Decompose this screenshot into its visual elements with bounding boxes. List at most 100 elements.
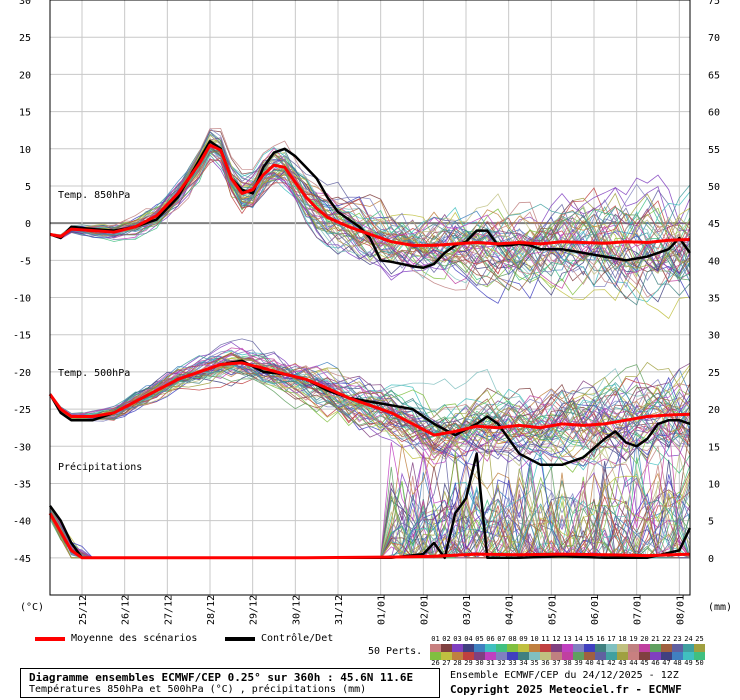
pert-swatch bbox=[452, 644, 463, 652]
legend-mean-swatch bbox=[35, 637, 65, 641]
pert-swatch bbox=[474, 644, 485, 652]
right-tick-label: 0 bbox=[708, 554, 714, 565]
right-tick-label: 75 bbox=[708, 0, 720, 7]
annotation-t850: Temp. 850hPa bbox=[58, 190, 130, 201]
x-tick-label: 28/12 bbox=[206, 595, 217, 625]
left-tick-label: -40 bbox=[13, 517, 31, 528]
legend-control-label: Contrôle/Det bbox=[261, 633, 333, 644]
chart-title: Diagramme ensembles ECMWF/CEP 0.25° sur … bbox=[29, 671, 431, 684]
pert-number: 30 bbox=[474, 660, 485, 667]
right-tick-label: 10 bbox=[708, 479, 720, 490]
pert-number: 12 bbox=[551, 636, 562, 643]
legend-control-swatch bbox=[225, 637, 255, 641]
pert-swatch bbox=[518, 644, 529, 652]
pert-number: 39 bbox=[573, 660, 584, 667]
pert-number: 16 bbox=[595, 636, 606, 643]
copyright: Copyright 2025 Meteociel.fr - ECMWF bbox=[450, 683, 682, 696]
x-tick-label: 06/01 bbox=[590, 595, 601, 625]
ensemble-chart: 302520151050-5-10-15-20-25-30-35-40-45 7… bbox=[0, 0, 740, 630]
pert-number: 04 bbox=[463, 636, 474, 643]
right-tick-label: 50 bbox=[708, 182, 720, 193]
perts-label: 50 Perts. bbox=[368, 646, 422, 657]
left-tick-label: -35 bbox=[13, 479, 31, 490]
pert-number: 37 bbox=[551, 660, 562, 667]
pert-number: 20 bbox=[639, 636, 650, 643]
pert-swatch bbox=[694, 644, 705, 652]
pert-number: 17 bbox=[606, 636, 617, 643]
left-tick-label: 10 bbox=[19, 145, 31, 156]
pert-swatch bbox=[540, 644, 551, 652]
pert-number: 35 bbox=[529, 660, 540, 667]
pert-swatch bbox=[562, 644, 573, 652]
pert-swatch bbox=[485, 644, 496, 652]
legend-control: Contrôle/Det bbox=[225, 633, 333, 644]
x-tick-label: 25/12 bbox=[78, 595, 89, 625]
pert-swatch bbox=[617, 644, 628, 652]
pert-number: 40 bbox=[584, 660, 595, 667]
pert-number: 50 bbox=[694, 660, 705, 667]
pert-swatch bbox=[551, 644, 562, 652]
pert-number: 08 bbox=[507, 636, 518, 643]
pert-number: 28 bbox=[452, 660, 463, 667]
right-tick-label: 30 bbox=[708, 331, 720, 342]
left-tick-label: -25 bbox=[13, 405, 31, 416]
left-tick-label: 5 bbox=[25, 182, 31, 193]
right-tick-label: 40 bbox=[708, 256, 720, 267]
pert-number: 15 bbox=[584, 636, 595, 643]
x-tick-label: 27/12 bbox=[163, 595, 174, 625]
pert-number: 18 bbox=[617, 636, 628, 643]
right-tick-label: 55 bbox=[708, 145, 720, 156]
left-tick-label: 25 bbox=[19, 33, 31, 44]
left-tick-label: -5 bbox=[19, 256, 31, 267]
pert-number: 48 bbox=[672, 660, 683, 667]
pert-number: 33 bbox=[507, 660, 518, 667]
pert-swatch bbox=[661, 644, 672, 652]
left-axis-ticks: 30 25 20 15 10 5 0 -5 -10 -15 -20 -25 -30 -35 -40 -45 bbox=[13, 0, 31, 565]
x-tick-label: 08/01 bbox=[675, 595, 686, 625]
left-tick-label: 15 bbox=[19, 108, 31, 119]
right-tick-label: 45 bbox=[708, 219, 720, 230]
pert-number: 21 bbox=[650, 636, 661, 643]
pert-number: 43 bbox=[617, 660, 628, 667]
chart-subtitle: Températures 850hPa et 500hPa (°C) , pré… bbox=[29, 684, 431, 695]
pert-swatch bbox=[496, 644, 507, 652]
pert-number: 25 bbox=[694, 636, 705, 643]
x-tick-label: 30/12 bbox=[291, 595, 302, 625]
pert-number: 22 bbox=[661, 636, 672, 643]
right-axis-unit: (mm) bbox=[708, 602, 732, 613]
pert-swatch bbox=[606, 644, 617, 652]
pert-swatch bbox=[573, 644, 584, 652]
title-box: Diagramme ensembles ECMWF/CEP 0.25° sur … bbox=[20, 668, 440, 698]
pert-number: 29 bbox=[463, 660, 474, 667]
pert-number: 07 bbox=[496, 636, 507, 643]
pert-swatch bbox=[507, 644, 518, 652]
pert-swatch bbox=[584, 644, 595, 652]
left-tick-label: -20 bbox=[13, 368, 31, 379]
pert-number: 24 bbox=[683, 636, 694, 643]
legend-mean: Moyenne des scénarios bbox=[35, 633, 197, 644]
pert-number: 19 bbox=[628, 636, 639, 643]
right-tick-label: 35 bbox=[708, 294, 720, 305]
pert-swatch bbox=[529, 644, 540, 652]
x-tick-label: 26/12 bbox=[121, 595, 132, 625]
pert-number: 38 bbox=[562, 660, 573, 667]
pert-number: 31 bbox=[485, 660, 496, 667]
right-tick-label: 5 bbox=[708, 517, 714, 528]
right-tick-label: 65 bbox=[708, 70, 720, 81]
right-tick-label: 70 bbox=[708, 33, 720, 44]
pert-number: 27 bbox=[441, 660, 452, 667]
pert-swatch bbox=[441, 644, 452, 652]
pert-number: 36 bbox=[540, 660, 551, 667]
pert-number: 49 bbox=[683, 660, 694, 667]
pert-number: 13 bbox=[562, 636, 573, 643]
left-tick-label: -15 bbox=[13, 331, 31, 342]
left-tick-label: 0 bbox=[25, 219, 31, 230]
left-axis-unit: (°C) bbox=[20, 602, 44, 613]
pert-number: 01 bbox=[430, 636, 441, 643]
pert-number: 44 bbox=[628, 660, 639, 667]
pert-swatch bbox=[628, 644, 639, 652]
pert-swatch bbox=[650, 644, 661, 652]
pert-number: 32 bbox=[496, 660, 507, 667]
x-tick-label: 05/01 bbox=[547, 595, 558, 625]
pert-number: 46 bbox=[650, 660, 661, 667]
